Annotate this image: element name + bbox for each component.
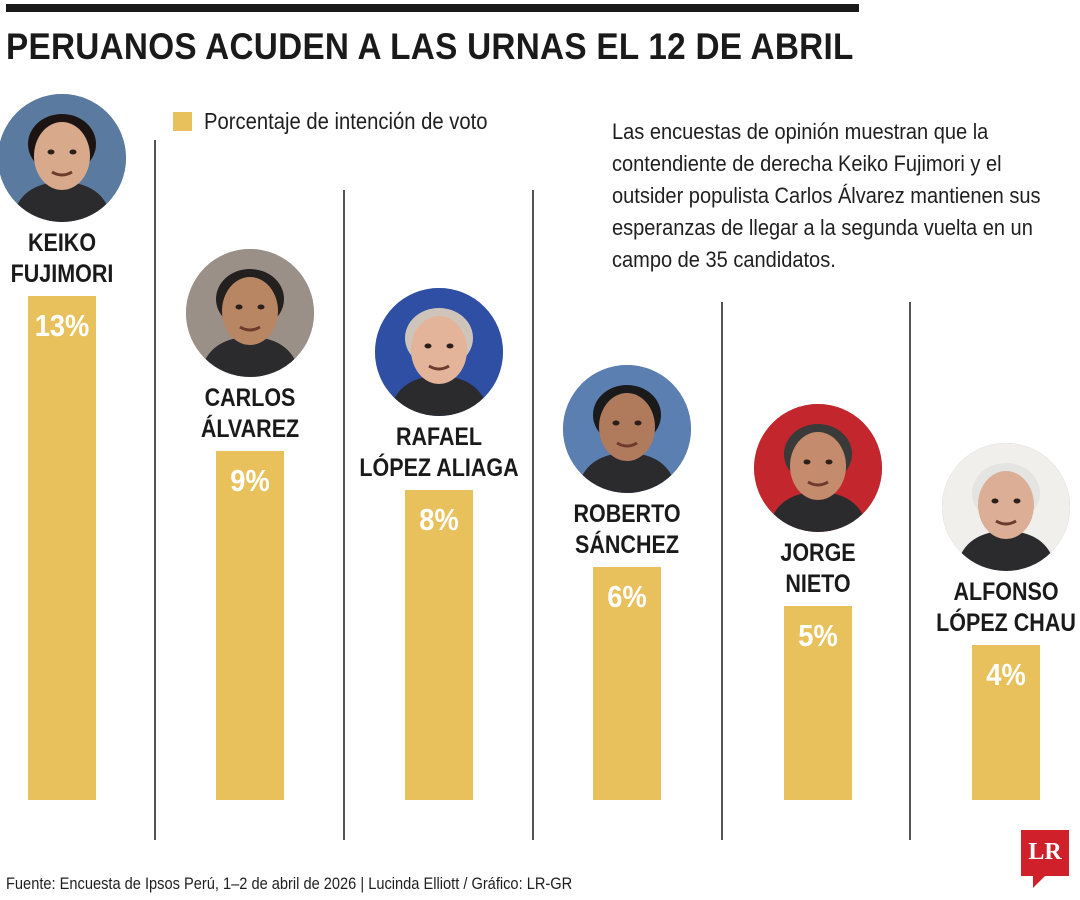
candidate-name-line: FUJIMORI: [10, 259, 114, 288]
candidate-name-line: SÁNCHEZ: [575, 531, 679, 560]
lr-logo-text: LR: [1028, 839, 1062, 865]
candidate-name-line: CARLOS: [204, 383, 296, 412]
legend-swatch: [173, 111, 192, 131]
bar-value-label: 8%: [419, 501, 459, 537]
candidate-name: ROBERTO SÁNCHEZ: [541, 499, 713, 561]
bar-value-label: 5%: [798, 618, 838, 653]
legend: Porcentaje de intención de voto: [173, 106, 526, 136]
candidate-name-line: RAFAEL: [396, 422, 482, 451]
lr-logo: LR: [1021, 830, 1069, 888]
column-divider: [909, 302, 911, 840]
intro-note: Las encuestas de opinión muestran que la…: [612, 119, 1041, 272]
portrait-roberto-sanchez-icon: [563, 365, 691, 494]
candidate-name: JORGE NIETO: [732, 538, 904, 600]
bar: [972, 644, 1040, 800]
candidate-name: CARLOS ÁLVAREZ: [164, 383, 336, 445]
candidate-name-line: ALFONSO: [953, 577, 1059, 606]
portrait-rafael-lopez-aliaga-icon: [375, 287, 503, 416]
bar: [28, 295, 96, 800]
bar-value-label: 6%: [607, 579, 647, 615]
candidate-name-line: JORGE: [780, 539, 856, 567]
candidate-name-line: NIETO: [785, 570, 851, 598]
candidate-name: KEIKO FUJIMORI: [0, 228, 148, 290]
portrait-alfonso-lopez-chau-icon: [942, 442, 1070, 571]
source-credit: Fuente: Encuesta de Ipsos Perú, 1–2 de a…: [6, 874, 573, 893]
bar-value-label: 9%: [230, 462, 270, 498]
portrait-carlos-alvarez-icon: [186, 248, 314, 377]
candidate-name-line: ÁLVAREZ: [200, 414, 300, 443]
column-divider: [532, 190, 534, 840]
candidate-name-line: LÓPEZ ALIAGA: [359, 453, 519, 482]
top-rule: [6, 4, 859, 12]
candidate-name-line: ROBERTO: [573, 500, 681, 529]
portrait-jorge-nieto-icon: [754, 404, 882, 532]
bar: [593, 567, 661, 800]
legend-label: Porcentaje de intención de voto: [204, 107, 488, 134]
column-divider: [154, 140, 156, 840]
column-divider: [343, 190, 345, 840]
bar: [216, 450, 284, 800]
bar-value-label: 13%: [34, 307, 90, 343]
candidate-name-line: KEIKO: [27, 228, 97, 257]
candidate-name: ALFONSO LÓPEZ CHAU: [920, 577, 1080, 639]
bar-value-label: 4%: [986, 656, 1026, 692]
bar: [405, 489, 473, 800]
candidate-name: RAFAEL LÓPEZ ALIAGA: [353, 422, 525, 484]
portrait-keiko-fujimori-icon: [0, 93, 126, 222]
column-divider: [721, 302, 723, 840]
chart-title: PERUANOS ACUDEN A LAS URNAS EL 12 DE ABR…: [6, 26, 854, 67]
bar: [784, 606, 852, 800]
candidate-name-line: LÓPEZ CHAU: [936, 608, 1076, 637]
